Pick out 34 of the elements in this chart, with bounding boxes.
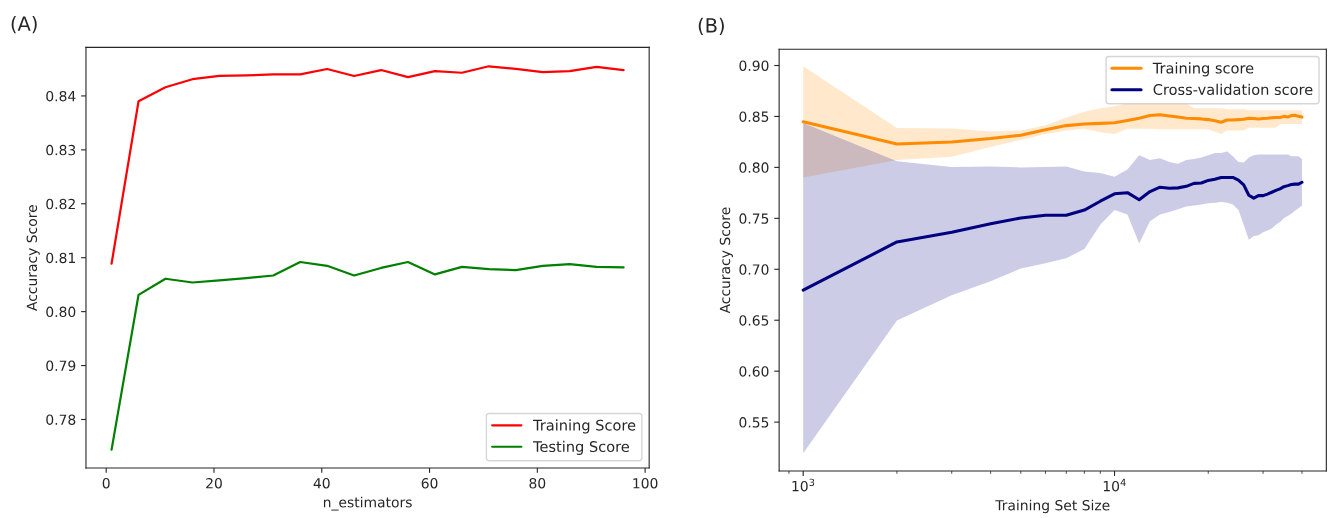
x-tick-label: 0 [102, 477, 110, 489]
y-tick-label: 0.80 [46, 306, 76, 318]
y-tick-label: 0.81 [46, 252, 75, 264]
legend-label: Testing Score [532, 440, 629, 455]
y-tick-label: 0.84 [46, 90, 76, 102]
y-axis-title: Accuracy Score [26, 205, 40, 311]
y-tick-label: 0.90 [739, 60, 769, 71]
x-tick-label: 40 [313, 477, 330, 489]
y-tick-label: 0.60 [739, 366, 769, 377]
y-tick-label: 0.82 [46, 198, 75, 210]
x-axis-title: Training Set Size [995, 499, 1110, 514]
x-tick-label: 20 [206, 477, 222, 489]
y-tick-label: 0.79 [46, 360, 76, 372]
legend-label: Cross-validation score [1153, 83, 1313, 96]
x-tick-label: 60 [421, 477, 438, 489]
legend-label: Training score [1152, 62, 1254, 77]
chart-title: (B) [698, 17, 724, 35]
x-tick-label: 10$^{4}$ [1103, 478, 1126, 492]
y-tick-label: 0.75 [739, 213, 769, 224]
y-axis-title: Accuracy Score [719, 207, 733, 314]
y-tick-label: 0.80 [739, 162, 769, 173]
y-tick-label: 0.65 [739, 315, 769, 326]
y-tick-label: 0.85 [739, 111, 769, 122]
line-series [110, 65, 625, 265]
legend-label: Training Score [532, 419, 636, 434]
chart-title: (A) [11, 15, 37, 34]
x-axis-title: n_estimators [323, 496, 412, 511]
y-tick-label: 0.55 [739, 417, 769, 428]
y-tick-label: 0.83 [46, 144, 76, 156]
x-tick-label: 100 [633, 477, 658, 489]
y-tick-label: 0.70 [739, 264, 769, 275]
x-tick-label: 80 [529, 477, 546, 489]
y-tick-label: 0.78 [46, 414, 76, 425]
x-tick-label: 10$^{3}$ [792, 478, 815, 492]
